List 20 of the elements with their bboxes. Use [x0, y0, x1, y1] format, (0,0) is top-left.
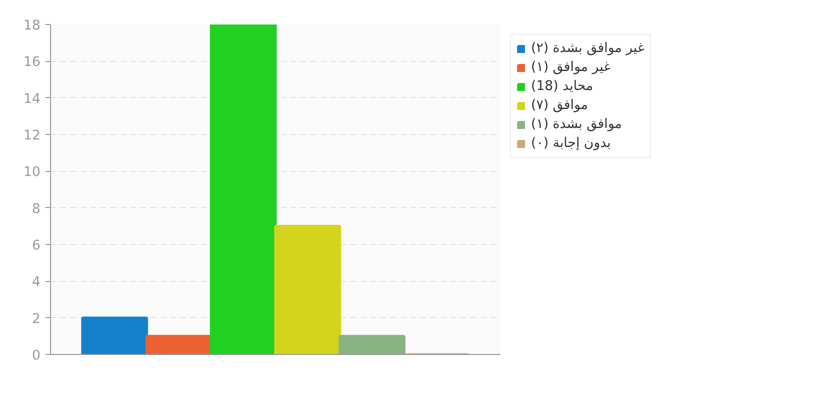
- y-tick-label: 0: [32, 348, 41, 364]
- y-tick-label: 12: [24, 128, 41, 144]
- bar: [274, 224, 342, 354]
- y-tick-label: 18: [24, 18, 41, 34]
- legend-label: غير موافق (١): [531, 60, 611, 75]
- legend-label: موافق بشدة (١): [531, 117, 622, 132]
- bar: [81, 316, 148, 354]
- bar: [338, 334, 406, 354]
- y-tick-label: 8: [32, 202, 41, 217]
- y-tick-label: 14: [24, 92, 41, 107]
- y-tick-label: 10: [24, 165, 41, 180]
- y-tick-label: 16: [24, 55, 41, 70]
- legend-label: غير موافق بشدة (٢): [531, 41, 644, 56]
- y-tick-label: 4: [32, 275, 41, 290]
- legend-label: محايد (18): [531, 79, 594, 94]
- y-tick-label: 2: [32, 312, 41, 327]
- bar: [210, 24, 277, 354]
- legend-label: موافق (٧): [531, 98, 588, 113]
- y-tick-label: 6: [32, 238, 41, 254]
- legend-label: بدون إجابة (٠): [531, 136, 611, 151]
